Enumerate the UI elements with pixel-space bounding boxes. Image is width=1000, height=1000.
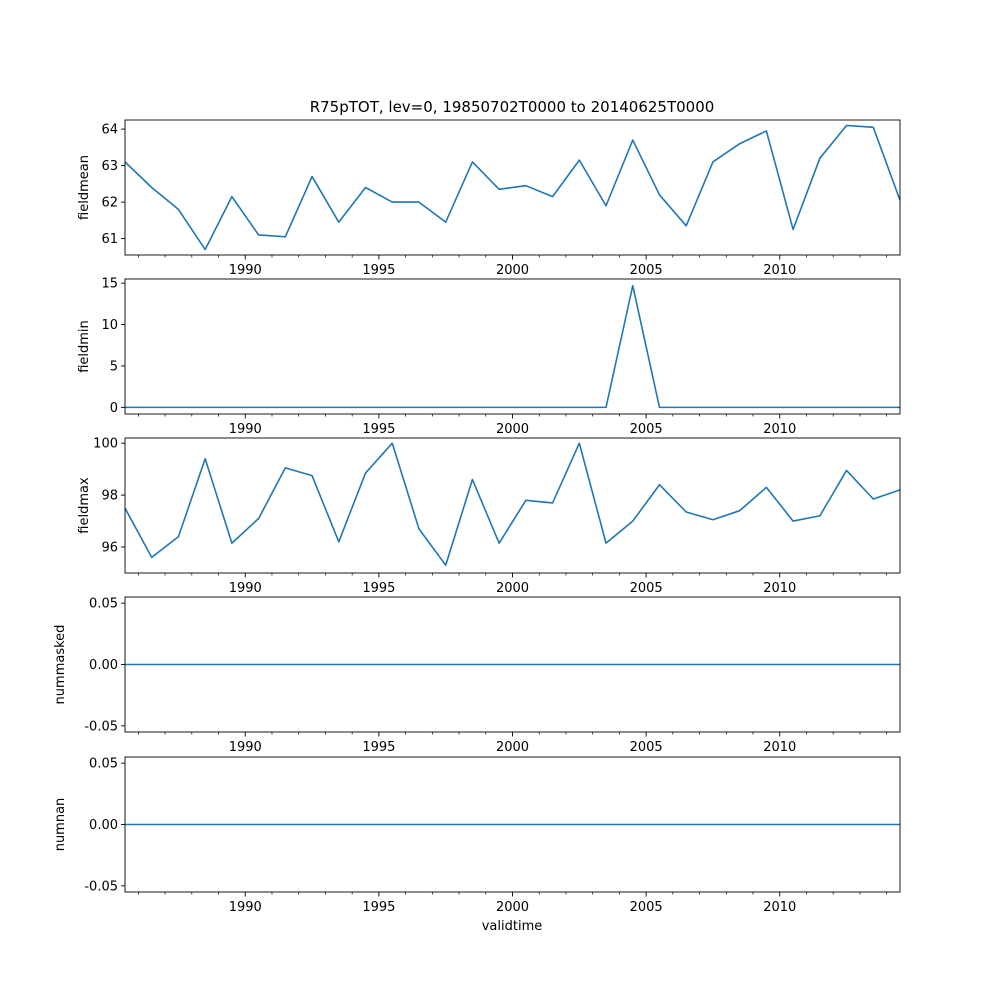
fieldmin-xtick-label: 1995 [362, 422, 395, 437]
fieldmin-y-axis-label: fieldmin [77, 320, 92, 373]
fieldmean-series-line [124, 124, 901, 251]
fieldmax-ytick-label: 100 [93, 437, 118, 452]
fieldmean-xtick-label: 1990 [229, 263, 262, 278]
fieldmean-ytick-label: 61 [101, 232, 118, 247]
panel-fieldmean: 61 62 63 64 1990 1995 2000 2005 2010 fieldmean [77, 119, 901, 278]
numnan-xtick-label: 1995 [362, 900, 395, 915]
numnan-xtick-label: 2010 [763, 900, 796, 915]
nummasked-xtick-label: 2000 [496, 740, 529, 755]
fieldmin-xtick-label: 1990 [229, 422, 262, 437]
fieldmax-xtick-label: 2000 [496, 581, 529, 596]
panel-numnan: -0.05 0.00 0.05 1990 1995 2000 2005 2010 numnan [53, 756, 901, 915]
nummasked-ytick-label: 0.00 [89, 658, 118, 673]
fieldmean-xtick-label: 1995 [362, 263, 395, 278]
numnan-xtick-label: 2000 [496, 900, 529, 915]
fieldmax-xtick-label: 2005 [630, 581, 663, 596]
fieldmin-ytick-label: 5 [110, 359, 118, 374]
fieldmin-xtick-label: 2005 [630, 422, 663, 437]
fieldmax-xtick-label: 2010 [763, 581, 796, 596]
numnan-y-axis-label: numnan [53, 798, 68, 852]
nummasked-xtick-label: 1990 [229, 740, 262, 755]
fieldmean-xtick-label: 2005 [630, 263, 663, 278]
fieldmean-xtick-label: 2010 [763, 263, 796, 278]
numnan-ytick-label: -0.05 [84, 879, 118, 894]
fieldmin-series-line [125, 284, 900, 409]
fieldmax-y-axis-label: fieldmax [77, 477, 92, 534]
chart-title: R75pTOT, lev=0, 19850702T0000 to 2014062… [310, 98, 715, 116]
fieldmin-ytick-label: 0 [110, 401, 118, 416]
numnan-ytick-label: 0.05 [89, 757, 118, 772]
nummasked-ytick-label: -0.05 [84, 719, 118, 734]
fieldmean-ytick-label: 62 [101, 196, 118, 211]
fieldmin-ytick-label: 15 [101, 277, 118, 292]
fieldmean-ytick-label: 63 [101, 159, 118, 174]
fieldmax-ytick-label: 98 [101, 489, 118, 504]
panels: 61 62 63 64 1990 1995 2000 2005 2010 fieldmean 0 5 1… [53, 119, 901, 915]
panel-nummasked: -0.05 0.00 0.05 1990 1995 2000 2005 2010 nummask… [53, 596, 901, 755]
fieldmax-xtick-label: 1990 [229, 581, 262, 596]
numnan-ytick-label: 0.00 [89, 818, 118, 833]
fieldmax-xtick-label: 1995 [362, 581, 395, 596]
nummasked-y-axis-label: nummasked [53, 625, 68, 705]
fieldmax-series-line [124, 442, 901, 567]
fieldmax-ytick-label: 96 [101, 541, 118, 556]
fieldmin-ytick-label: 10 [101, 318, 118, 333]
numnan-xtick-label: 2005 [630, 900, 663, 915]
panel-fieldmin: 0 5 10 15 1990 1995 2000 2005 2010 fieldmin [77, 277, 901, 437]
numnan-xtick-label: 1990 [229, 900, 262, 915]
panel-fieldmax: 96 98 100 1990 1995 2000 2005 2010 fieldmax [77, 437, 901, 596]
fieldmean-ytick-label: 64 [101, 123, 118, 138]
nummasked-xtick-label: 1995 [362, 740, 395, 755]
nummasked-xtick-label: 2005 [630, 740, 663, 755]
nummasked-xtick-label: 2010 [763, 740, 796, 755]
fieldmean-y-axis-label: fieldmean [77, 155, 92, 220]
fieldmin-xtick-label: 2000 [496, 422, 529, 437]
fieldmean-xtick-label: 2000 [496, 263, 529, 278]
nummasked-ytick-label: 0.05 [89, 597, 118, 612]
x-axis-label: validtime [482, 919, 543, 934]
fieldmin-xtick-label: 2010 [763, 422, 796, 437]
